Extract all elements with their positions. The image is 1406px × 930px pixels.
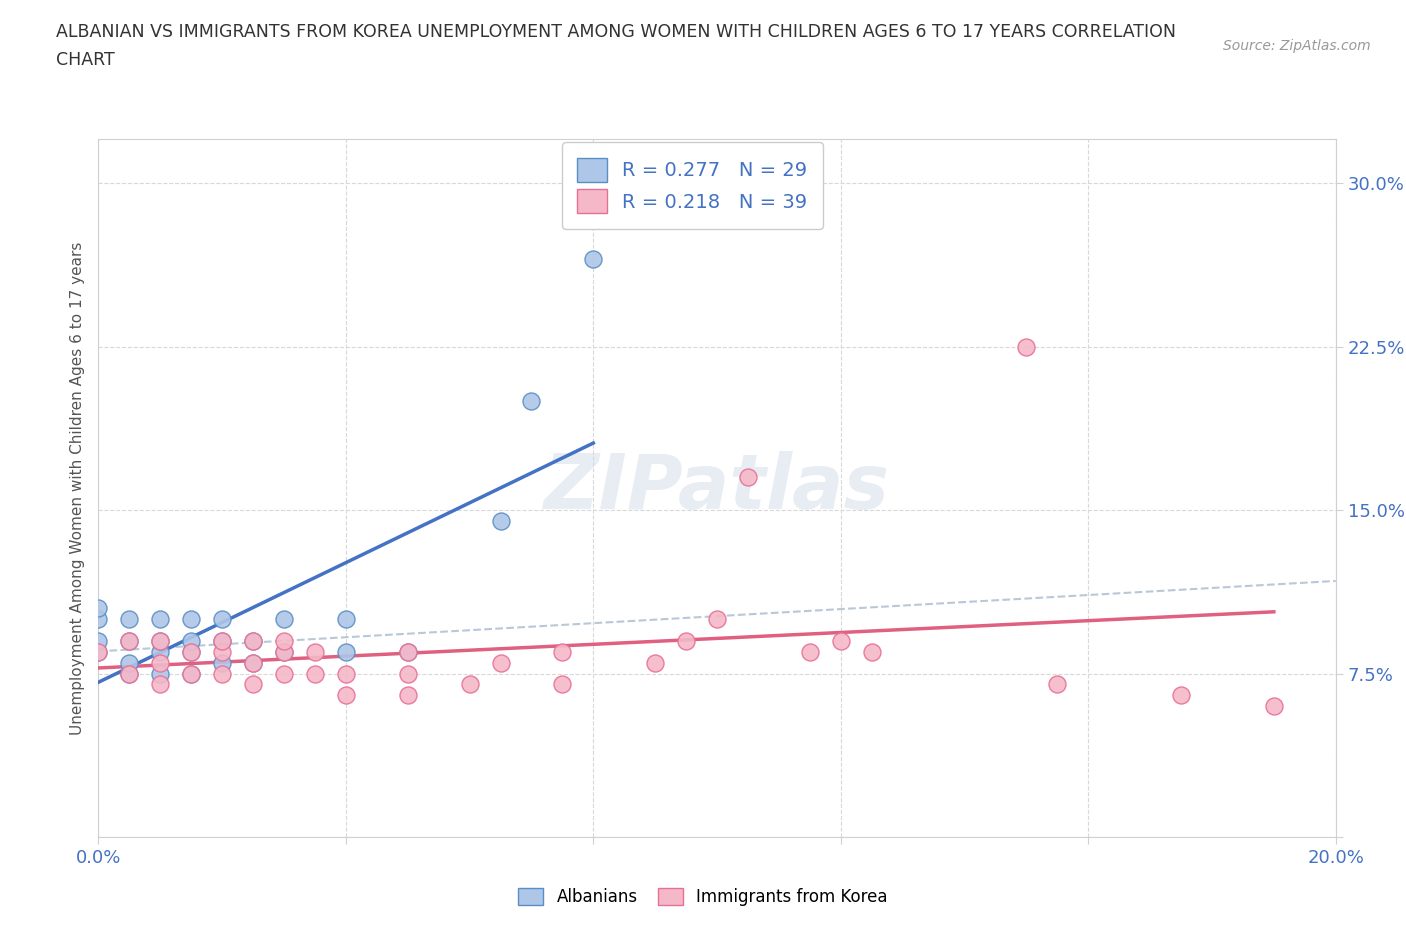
Text: ZIPatlas: ZIPatlas	[544, 451, 890, 525]
Point	[644, 655, 666, 670]
Point	[737, 470, 759, 485]
Point	[242, 655, 264, 670]
Point	[118, 655, 141, 670]
Point	[149, 655, 172, 670]
Point	[396, 644, 419, 659]
Point	[211, 655, 233, 670]
Point	[304, 644, 326, 659]
Point	[242, 655, 264, 670]
Y-axis label: Unemployment Among Women with Children Ages 6 to 17 years: Unemployment Among Women with Children A…	[69, 242, 84, 735]
Point	[335, 612, 357, 627]
Point	[211, 644, 233, 659]
Point	[211, 612, 233, 627]
Point	[180, 633, 202, 648]
Point	[87, 612, 110, 627]
Point	[799, 644, 821, 659]
Point	[149, 644, 172, 659]
Point	[335, 688, 357, 703]
Point	[211, 666, 233, 681]
Point	[118, 612, 141, 627]
Legend: Albanians, Immigrants from Korea: Albanians, Immigrants from Korea	[512, 881, 894, 912]
Point	[830, 633, 852, 648]
Text: Source: ZipAtlas.com: Source: ZipAtlas.com	[1223, 39, 1371, 53]
Point	[335, 644, 357, 659]
Point	[273, 666, 295, 681]
Point	[180, 644, 202, 659]
Point	[180, 666, 202, 681]
Point	[87, 601, 110, 616]
Point	[211, 633, 233, 648]
Point	[180, 666, 202, 681]
Point	[1170, 688, 1192, 703]
Point	[582, 252, 605, 267]
Point	[242, 633, 264, 648]
Point	[551, 644, 574, 659]
Point	[396, 688, 419, 703]
Point	[489, 513, 512, 528]
Point	[458, 677, 481, 692]
Point	[335, 666, 357, 681]
Point	[149, 633, 172, 648]
Point	[180, 644, 202, 659]
Legend: R = 0.277   N = 29, R = 0.218   N = 39: R = 0.277 N = 29, R = 0.218 N = 39	[562, 142, 823, 229]
Point	[675, 633, 697, 648]
Point	[273, 612, 295, 627]
Point	[396, 666, 419, 681]
Text: CHART: CHART	[56, 51, 115, 69]
Point	[87, 644, 110, 659]
Point	[87, 644, 110, 659]
Point	[118, 633, 141, 648]
Point	[242, 633, 264, 648]
Point	[273, 644, 295, 659]
Point	[551, 677, 574, 692]
Point	[273, 633, 295, 648]
Point	[149, 666, 172, 681]
Point	[1015, 339, 1038, 354]
Point	[149, 633, 172, 648]
Point	[87, 633, 110, 648]
Point	[180, 612, 202, 627]
Point	[118, 633, 141, 648]
Point	[242, 677, 264, 692]
Point	[149, 677, 172, 692]
Point	[211, 633, 233, 648]
Point	[304, 666, 326, 681]
Point	[1263, 698, 1285, 713]
Point	[118, 666, 141, 681]
Point	[1046, 677, 1069, 692]
Point	[149, 612, 172, 627]
Text: ALBANIAN VS IMMIGRANTS FROM KOREA UNEMPLOYMENT AMONG WOMEN WITH CHILDREN AGES 6 : ALBANIAN VS IMMIGRANTS FROM KOREA UNEMPL…	[56, 23, 1177, 41]
Point	[118, 666, 141, 681]
Point	[396, 644, 419, 659]
Point	[520, 393, 543, 408]
Point	[273, 644, 295, 659]
Point	[706, 612, 728, 627]
Point	[860, 644, 883, 659]
Point	[489, 655, 512, 670]
